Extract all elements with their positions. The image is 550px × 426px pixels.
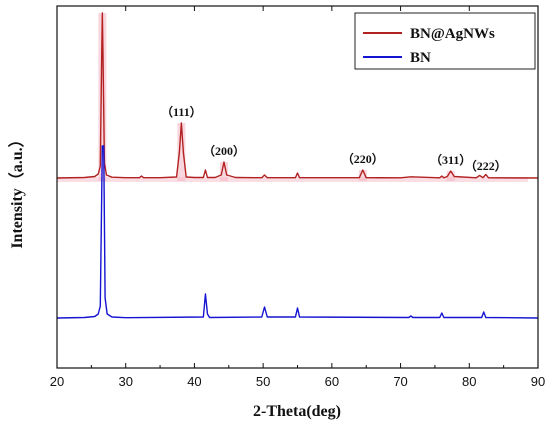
legend-box (354, 12, 536, 70)
peak-annotation: （222） (465, 158, 507, 173)
x-tick-label: 80 (462, 374, 476, 389)
x-tick-label: 60 (325, 374, 339, 389)
y-axis-title: Intensity（a.u.） (8, 131, 26, 248)
x-axis-title: 2-Theta(deg) (253, 403, 341, 420)
x-tick-label: 30 (118, 374, 132, 389)
x-tick-label: 20 (50, 374, 64, 389)
x-ticks: 20 30 40 50 60 70 80 90 (50, 6, 545, 389)
peak-annotations: （111） （200） （220） （311）（222） (161, 104, 507, 173)
peak-annotation: （311） (430, 152, 471, 167)
series-layer (56, 12, 539, 319)
peak-highlights (57, 13, 528, 182)
series-line-bn (56, 145, 539, 319)
x-tick-label: 50 (256, 374, 270, 389)
x-tick-label: 70 (393, 374, 407, 389)
peak-annotation: （111） (161, 104, 202, 119)
legend-label-bn-agnws: BN@AgNWs (410, 26, 495, 42)
series-line-bn-agnws (56, 12, 539, 179)
legend-label-bn: BN (410, 50, 431, 66)
peak-highlight (219, 162, 228, 181)
peak-annotation: （200） (203, 143, 245, 158)
baseline-highlight (57, 177, 528, 182)
peak-highlight (177, 123, 186, 181)
peak-highlight (98, 13, 107, 181)
peak-highlight (358, 170, 367, 181)
peak-annotation: （220） (342, 151, 384, 166)
legend: BN@AgNWs BN (354, 12, 536, 70)
x-tick-label: 40 (187, 374, 201, 389)
peak-highlight (446, 171, 455, 181)
x-tick-label: 90 (531, 374, 545, 389)
